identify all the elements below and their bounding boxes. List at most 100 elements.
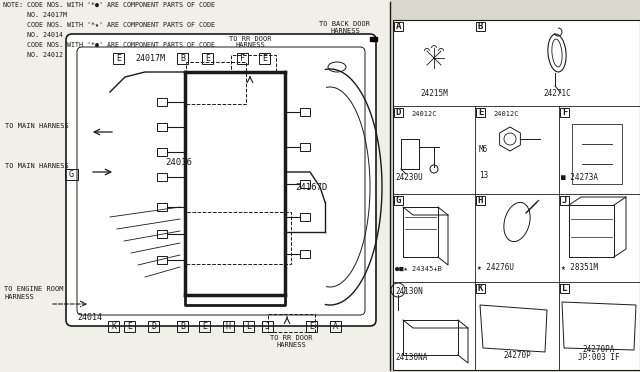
Bar <box>268 314 315 332</box>
Text: E: E <box>205 54 210 63</box>
Bar <box>300 143 310 151</box>
Bar <box>0 0 390 372</box>
Bar <box>186 212 291 264</box>
Text: B: B <box>180 322 185 331</box>
Text: E: E <box>202 322 207 331</box>
Text: 24271C: 24271C <box>543 89 571 98</box>
Text: L: L <box>562 284 567 293</box>
Bar <box>199 321 210 332</box>
Text: F: F <box>562 108 567 117</box>
Bar <box>300 108 310 116</box>
Text: NO. 24012: NO. 24012 <box>3 52 63 58</box>
Text: JP:003 IF: JP:003 IF <box>578 353 620 362</box>
Bar <box>306 321 317 332</box>
Bar <box>300 250 310 258</box>
Text: E: E <box>309 322 314 331</box>
Bar <box>124 321 135 332</box>
Bar <box>186 62 246 104</box>
Text: 24012C: 24012C <box>493 111 518 117</box>
Text: 24130NA: 24130NA <box>395 353 428 362</box>
Text: K: K <box>478 284 483 293</box>
Text: G: G <box>396 196 401 205</box>
Bar <box>148 321 159 332</box>
Bar <box>300 213 310 221</box>
Text: F: F <box>240 54 245 63</box>
Text: CODE NOS. WITH '*●' ARE COMPONENT PARTS OF CODE: CODE NOS. WITH '*●' ARE COMPONENT PARTS … <box>3 42 215 48</box>
Text: J: J <box>562 196 567 205</box>
Bar <box>157 123 167 131</box>
Text: D: D <box>396 108 401 117</box>
Text: TO MAIN HARNESS: TO MAIN HARNESS <box>5 123 68 129</box>
Text: TO BACK DOOR: TO BACK DOOR <box>319 21 371 27</box>
Text: A: A <box>333 322 338 331</box>
Text: TO RR DOOR: TO RR DOOR <box>228 36 271 42</box>
Bar <box>393 20 640 370</box>
Bar <box>394 22 403 31</box>
Text: HARNESS: HARNESS <box>235 42 265 48</box>
Bar <box>113 53 124 64</box>
Text: D: D <box>151 322 156 331</box>
Text: 24130N: 24130N <box>395 287 423 296</box>
Text: 24017M: 24017M <box>135 54 165 63</box>
Text: G: G <box>69 170 74 179</box>
Text: ■ 24273A: ■ 24273A <box>561 173 598 182</box>
Bar <box>476 108 485 117</box>
Text: NO. 24014: NO. 24014 <box>3 32 63 38</box>
Bar <box>65 169 78 180</box>
Text: NO. 24017M: NO. 24017M <box>3 12 67 18</box>
Text: 24230U: 24230U <box>395 173 423 182</box>
Bar <box>330 321 341 332</box>
Text: CODE NOS. WITH '*★' ARE COMPONENT PARTS OF CODE: CODE NOS. WITH '*★' ARE COMPONENT PARTS … <box>3 22 215 28</box>
Text: B: B <box>478 22 483 31</box>
Bar <box>476 196 485 205</box>
Text: H: H <box>226 322 231 331</box>
Text: TO RR DOOR: TO RR DOOR <box>269 335 312 341</box>
Text: J: J <box>265 322 270 331</box>
Bar <box>202 53 213 64</box>
Text: ★ 28351M: ★ 28351M <box>561 263 598 272</box>
Bar <box>560 284 569 293</box>
Bar <box>157 230 167 238</box>
Text: 24167D: 24167D <box>295 183 327 192</box>
Bar <box>157 203 167 211</box>
Text: HARNESS: HARNESS <box>330 28 360 34</box>
Bar <box>177 321 188 332</box>
Text: H: H <box>478 196 483 205</box>
Text: HARNESS: HARNESS <box>276 342 306 348</box>
FancyBboxPatch shape <box>66 34 376 326</box>
Text: 13: 13 <box>479 171 488 180</box>
Bar <box>393 20 640 370</box>
Text: E: E <box>127 322 132 331</box>
Text: 24014: 24014 <box>77 312 102 321</box>
Bar <box>476 284 485 293</box>
Text: 24016: 24016 <box>165 157 192 167</box>
Bar <box>157 256 167 264</box>
Bar <box>560 108 569 117</box>
Text: E: E <box>116 54 121 63</box>
Text: TO MAIN HARNESS: TO MAIN HARNESS <box>5 163 68 169</box>
Text: HARNESS: HARNESS <box>4 294 34 300</box>
Text: TO ENGINE ROOM: TO ENGINE ROOM <box>4 286 63 292</box>
Text: NOTE: CODE NOS. WITH '*●' ARE COMPONENT PARTS OF CODE: NOTE: CODE NOS. WITH '*●' ARE COMPONENT … <box>3 2 215 8</box>
Text: ●■★ 24345+B: ●■★ 24345+B <box>395 266 442 272</box>
Bar <box>177 53 188 64</box>
Text: E: E <box>262 54 267 63</box>
Bar <box>157 173 167 181</box>
Bar <box>237 53 248 64</box>
Text: A: A <box>396 22 401 31</box>
Bar <box>259 53 270 64</box>
Bar <box>157 98 167 106</box>
Bar <box>394 108 403 117</box>
Bar <box>560 196 569 205</box>
Bar <box>394 196 403 205</box>
Bar <box>108 321 119 332</box>
Bar <box>231 55 276 73</box>
Text: K: K <box>111 322 116 331</box>
Bar <box>262 321 273 332</box>
Text: E: E <box>478 108 483 117</box>
Text: ★ 24276U: ★ 24276U <box>477 263 514 272</box>
Bar <box>223 321 234 332</box>
Text: M6: M6 <box>479 145 488 154</box>
Text: L: L <box>246 322 251 331</box>
Bar <box>243 321 254 332</box>
